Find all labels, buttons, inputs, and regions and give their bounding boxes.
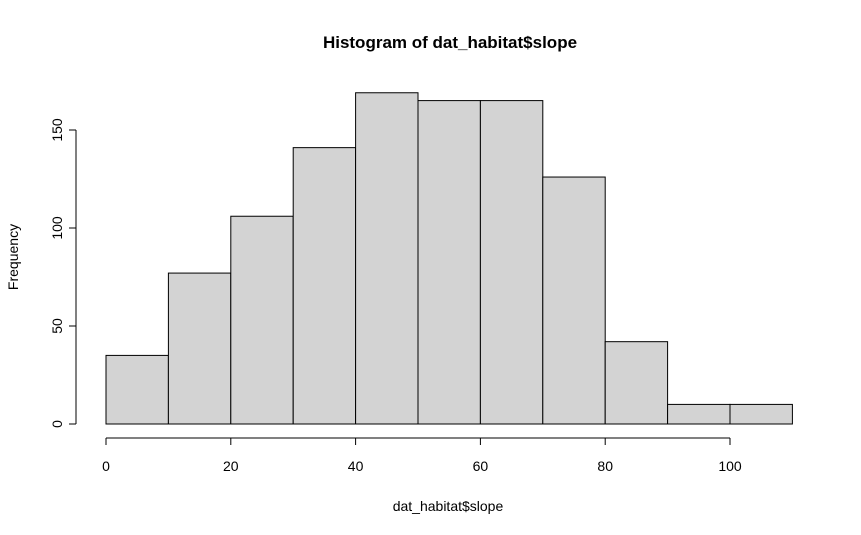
histogram-bar: [417, 100, 481, 425]
x-axis-label: dat_habitat$slope: [393, 498, 504, 514]
y-tick-label: 0: [49, 420, 65, 428]
histogram-bar: [230, 215, 294, 425]
histogram-bar: [479, 100, 544, 425]
x-tick-label: 60: [473, 458, 489, 474]
histogram-bar: [729, 403, 793, 425]
histogram-bar: [105, 354, 169, 425]
y-tick-label: 50: [49, 318, 65, 334]
y-tick-label: 100: [49, 216, 65, 240]
chart-title: Histogram of dat_habitat$slope: [323, 33, 577, 52]
bar-group: [105, 92, 793, 425]
histogram-bar: [542, 176, 606, 425]
x-tick-label: 0: [102, 458, 110, 474]
y-axis-label: Frequency: [5, 224, 21, 290]
histogram-bar: [355, 92, 419, 425]
x-axis: 0 20 40 60 80 100: [102, 437, 742, 474]
x-tick-label: 80: [597, 458, 613, 474]
histogram-bar: [667, 403, 731, 425]
histogram-bar: [604, 341, 669, 425]
histogram-bar: [167, 272, 232, 425]
x-tick-label: 40: [348, 458, 364, 474]
y-tick-label: 150: [49, 118, 65, 142]
x-tick-label: 20: [223, 458, 239, 474]
y-axis: 0 50 100 150: [49, 118, 77, 428]
histogram-bar: [292, 147, 357, 425]
x-tick-label: 100: [718, 458, 742, 474]
